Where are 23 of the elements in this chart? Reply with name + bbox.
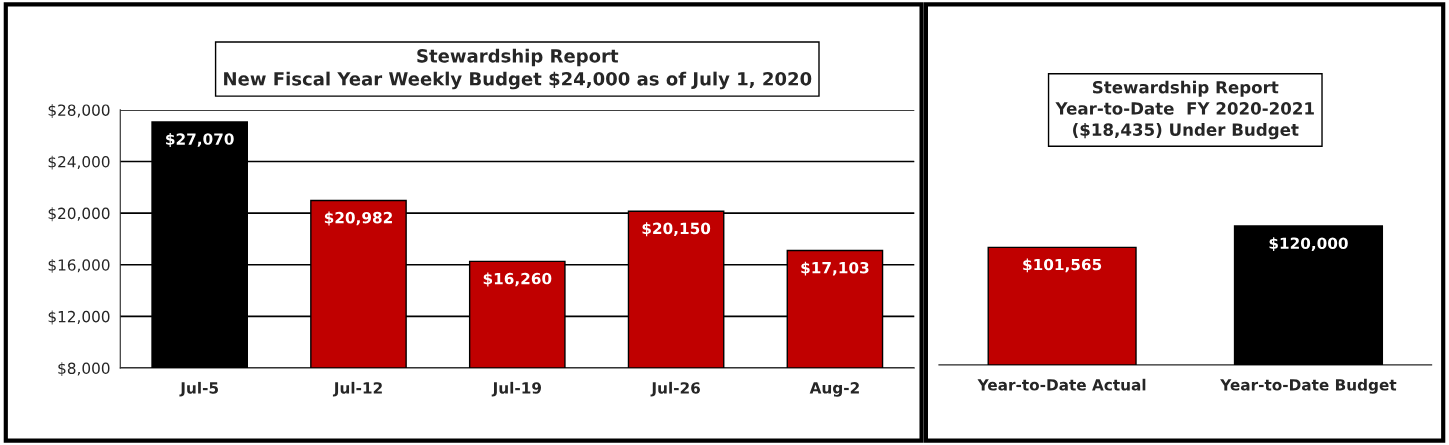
x-tick-label: Jul-26	[650, 381, 700, 397]
data-label: $120,000	[1269, 237, 1348, 252]
x-tick-label: Jul-5	[179, 381, 218, 397]
x-tick-label: Aug-2	[809, 382, 859, 397]
y-tick-label: $20,000	[48, 207, 110, 222]
x-tick-label: Jul-12	[332, 381, 382, 397]
data-label: $20,982	[324, 211, 392, 226]
x-tick-label: Jul-19	[491, 381, 542, 397]
y-tick-label: $12,000	[48, 310, 110, 325]
x-tick-label: Year-to-Date Budget	[1220, 378, 1397, 394]
data-label: $101,565	[1023, 258, 1102, 273]
y-tick-label: $28,000	[48, 104, 110, 118]
y-tick-label: $16,000	[48, 258, 110, 273]
data-label: $27,070	[166, 133, 234, 147]
data-label: $20,150	[642, 222, 711, 237]
x-tick-label: Year-to-Date Actual	[977, 378, 1146, 391]
chart-title: Stewardship Report New Fiscal Year Weekly Budget $24,000 as of July 1, 2020	[224, 48, 812, 90]
chart-title: Stewardship Report Year-to-Date FY 2020-2021	[1055, 80, 1314, 115]
data-label: $17,103	[801, 261, 869, 276]
y-tick-label: $8,000	[58, 362, 110, 377]
chart-subtitle: ($18,435) Under Budget	[1073, 123, 1299, 140]
data-label: $16,260	[483, 272, 552, 287]
y-tick-label: $24,000	[48, 155, 110, 170]
